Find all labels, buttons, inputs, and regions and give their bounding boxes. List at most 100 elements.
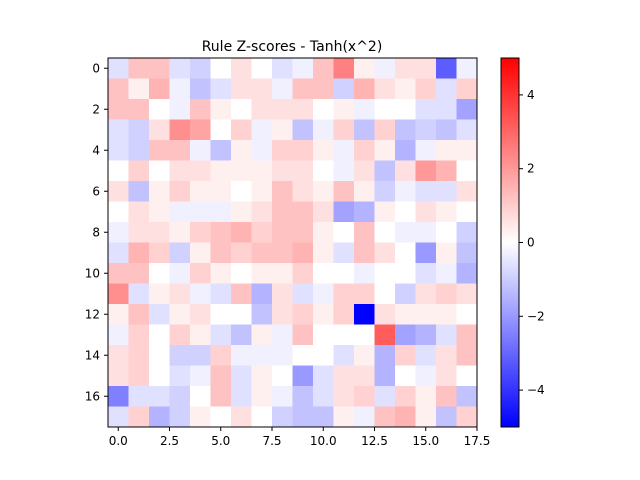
colorbar-tick-label: 2 — [527, 162, 535, 176]
heatmap-cell — [108, 99, 129, 120]
heatmap-cell — [128, 201, 150, 223]
heatmap-cell — [374, 406, 396, 428]
heatmap-cell — [395, 406, 416, 428]
heatmap-cell — [210, 181, 232, 202]
heatmap-cell — [415, 365, 437, 387]
heatmap-cell — [354, 242, 375, 264]
y-tick-label: 10 — [85, 266, 100, 280]
heatmap-cell — [108, 386, 129, 407]
heatmap-cell — [456, 386, 478, 407]
heatmap-cell — [272, 119, 293, 141]
heatmap-cell — [210, 58, 232, 79]
x-tick-label: 12.5 — [361, 434, 388, 448]
heatmap-cell — [169, 242, 191, 264]
heatmap-cell — [251, 406, 273, 428]
heatmap-cell — [128, 386, 150, 407]
heatmap-cell — [415, 406, 437, 428]
heatmap-cell — [333, 263, 355, 284]
heatmap-cell — [108, 78, 129, 100]
heatmap-cell — [456, 406, 478, 428]
heatmap-cell — [108, 324, 129, 346]
heatmap-cell — [190, 345, 211, 366]
heatmap-cell — [251, 242, 273, 264]
heatmap-cell — [128, 345, 150, 366]
heatmap-cell — [149, 263, 170, 284]
heatmap-cell — [333, 181, 355, 202]
heatmap-cell — [231, 304, 252, 325]
heatmap-cell — [272, 78, 293, 100]
heatmap-cell — [374, 283, 396, 305]
colorbar-axis: 4 2 0 −2 −4 — [519, 88, 545, 397]
heatmap-cell — [210, 242, 232, 264]
heatmap-cell — [374, 345, 396, 366]
heatmap-cell — [436, 222, 457, 243]
heatmap-cell — [128, 160, 150, 182]
heatmap-cell — [333, 365, 355, 387]
heatmap-cell — [374, 304, 396, 325]
heatmap-cell — [374, 386, 396, 407]
heatmap-cell — [169, 119, 191, 141]
heatmap-cell — [456, 119, 478, 141]
heatmap-cell — [395, 386, 416, 407]
plot-frame — [107, 57, 478, 428]
heatmap-cell — [374, 263, 396, 284]
colorbar-tick-label: −4 — [527, 383, 545, 397]
heatmap-cell — [436, 365, 457, 387]
heatmap-cell — [415, 99, 437, 120]
heatmap-cell — [313, 160, 334, 182]
heatmap-cell — [354, 324, 375, 346]
heatmap-cell — [292, 242, 314, 264]
heatmap-cell — [292, 140, 314, 161]
heatmap-cell — [436, 386, 457, 407]
heatmap-cell — [190, 78, 211, 100]
heatmap-cell — [108, 181, 129, 202]
heatmap-cell — [436, 242, 457, 264]
heatmap-cell — [395, 99, 416, 120]
heatmap-cells — [108, 58, 478, 428]
y-tick-label: 4 — [92, 143, 100, 157]
heatmap-cell — [395, 181, 416, 202]
heatmap-cell — [149, 345, 170, 366]
heatmap-cell — [292, 324, 314, 346]
heatmap-cell — [313, 222, 334, 243]
heatmap-cell — [190, 386, 211, 407]
y-tick-label: 2 — [92, 102, 100, 116]
heatmap-cell — [231, 99, 252, 120]
colorbar — [501, 58, 519, 427]
heatmap-cell — [272, 345, 293, 366]
heatmap-cell — [313, 263, 334, 284]
heatmap-cell — [231, 181, 252, 202]
y-tick-label: 6 — [92, 184, 100, 198]
heatmap-cell — [190, 119, 211, 141]
heatmap-cell — [128, 119, 150, 141]
heatmap-cell — [190, 58, 211, 79]
heatmap-cell — [210, 345, 232, 366]
colorbar-tick-label: 4 — [527, 88, 535, 102]
heatmap-cell — [210, 140, 232, 161]
heatmap-cell — [395, 242, 416, 264]
heatmap-cell — [456, 160, 478, 182]
heatmap-cell — [354, 78, 375, 100]
heatmap-cell — [149, 160, 170, 182]
heatmap-cell — [108, 160, 129, 182]
heatmap-cell — [313, 140, 334, 161]
heatmap-cell — [354, 304, 375, 325]
heatmap-cell — [333, 304, 355, 325]
heatmap-cell — [354, 406, 375, 428]
heatmap-cell — [251, 119, 273, 141]
heatmap-cell — [210, 263, 232, 284]
heatmap-cell — [415, 386, 437, 407]
heatmap-cell — [313, 242, 334, 264]
heatmap-cell — [272, 283, 293, 305]
heatmap-cell — [169, 324, 191, 346]
heatmap-cell — [108, 119, 129, 141]
heatmap-cell — [292, 304, 314, 325]
heatmap-cell — [456, 365, 478, 387]
heatmap-cell — [190, 160, 211, 182]
chart-title: Rule Z-scores - Tanh(x^2) — [202, 39, 383, 55]
heatmap-cell — [374, 58, 396, 79]
heatmap-cell — [313, 365, 334, 387]
heatmap-cell — [395, 365, 416, 387]
x-tick-label: 5.0 — [211, 434, 230, 448]
